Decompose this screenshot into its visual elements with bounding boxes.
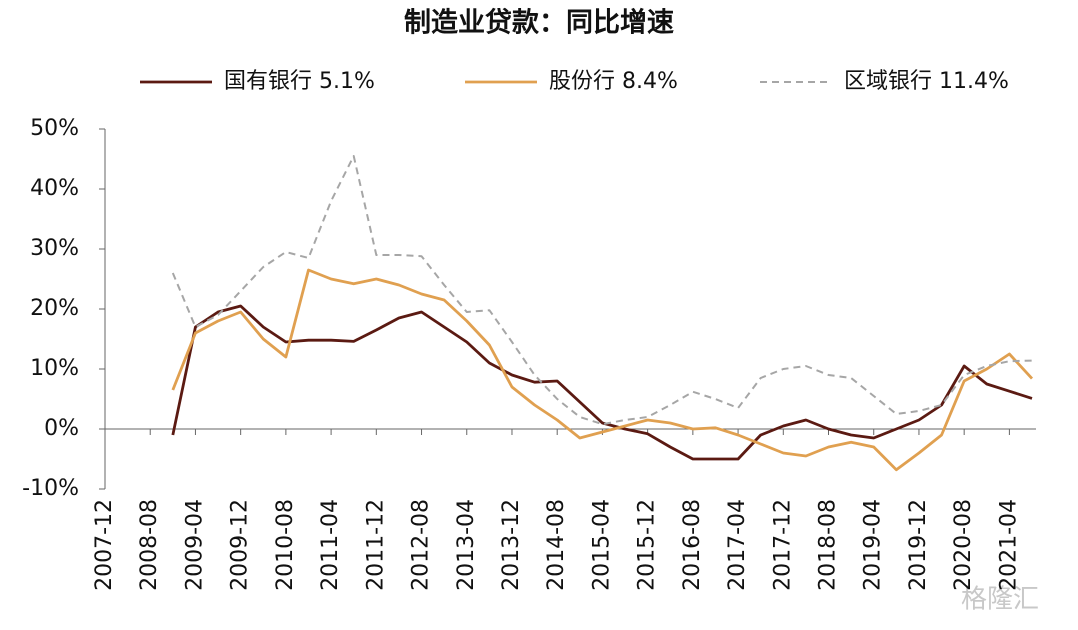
x-tick-label: 2021-04 [996, 499, 1021, 591]
x-tick-label: 2019-04 [861, 499, 886, 591]
series-line [171, 155, 1033, 426]
x-tick-label: 2009-04 [182, 499, 207, 591]
x-tick-label: 2019-12 [906, 499, 931, 591]
x-tick-label: 2015-04 [589, 499, 614, 591]
series-line [171, 268, 1034, 472]
legend-label: 区域银行 11.4% [844, 69, 1009, 94]
x-tick-label: 2012-08 [409, 499, 434, 591]
x-tick-label: 2011-12 [363, 499, 388, 591]
series-line [171, 304, 1033, 461]
x-tick-label: 2011-04 [318, 499, 343, 591]
x-tick-label: 2010-08 [273, 499, 298, 591]
x-tick-label: 2017-04 [725, 499, 750, 591]
watermark: 格隆汇 [961, 585, 1039, 615]
x-tick-label: 2008-08 [137, 499, 162, 591]
y-tick-label: 20% [30, 296, 79, 321]
x-tick-label: 2013-12 [499, 499, 524, 591]
y-tick-label: 40% [30, 176, 79, 201]
x-tick-label: 2009-12 [228, 499, 253, 591]
x-tick-label: 2015-12 [635, 499, 660, 591]
y-tick-label: 50% [30, 116, 79, 141]
x-tick-label: 2016-08 [680, 499, 705, 591]
x-tick-label: 2017-12 [770, 499, 795, 591]
y-tick-label: 0% [44, 416, 79, 441]
x-tick-label: 2013-04 [454, 499, 479, 591]
x-tick-label: 2020-08 [951, 499, 976, 591]
x-tick-label: 2018-08 [816, 499, 841, 591]
legend-label: 国有银行 5.1% [224, 69, 375, 94]
chart-title: 制造业贷款：同比增速 [404, 7, 674, 39]
y-tick-label: -10% [22, 476, 79, 501]
y-tick-label: 10% [30, 356, 79, 381]
legend-label: 股份行 8.4% [549, 69, 678, 94]
x-tick-label: 2014-08 [544, 499, 569, 591]
y-tick-label: 30% [30, 236, 79, 261]
x-tick-label: 2007-12 [92, 499, 117, 591]
